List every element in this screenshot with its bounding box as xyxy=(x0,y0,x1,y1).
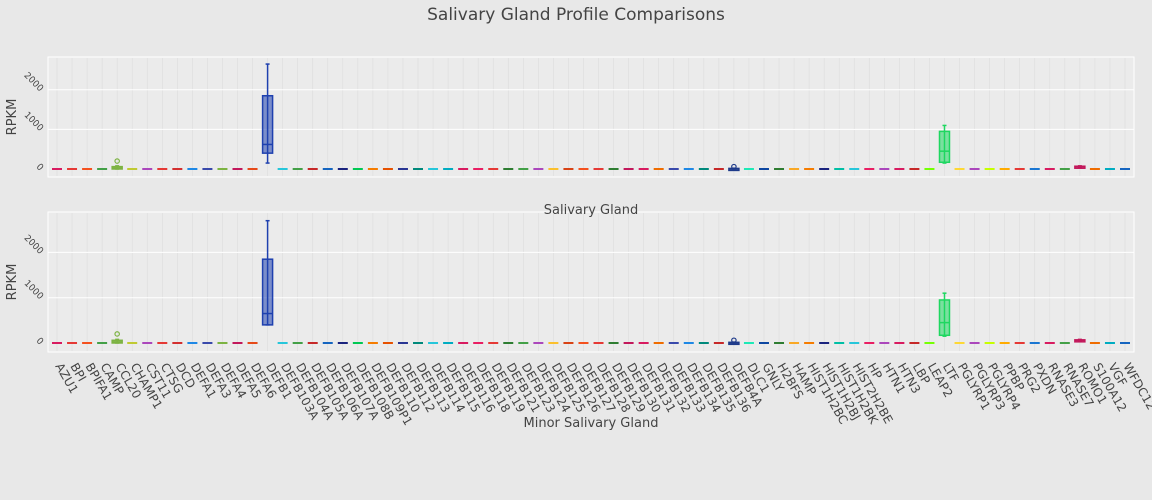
panel-2-ytick-label: 0 xyxy=(34,336,45,347)
panel-1-ylabel: RPKM xyxy=(5,99,20,136)
panel-1-box-ltf xyxy=(938,130,951,164)
panel-1-ytick-label: 1000 xyxy=(22,110,45,133)
panel-2-outlier-ccl20 xyxy=(114,331,120,337)
panel-2-box-ltf xyxy=(938,299,951,337)
panel-1-ytick-label: 0 xyxy=(34,162,45,173)
panel-1-box-defb1 xyxy=(261,94,274,154)
panel-2-box-defb1 xyxy=(261,258,274,326)
panel-2-subtitle: Minor Salivary Gland xyxy=(524,416,659,431)
chart-title: Salivary Gland Profile Comparisons xyxy=(427,5,725,25)
panel-1-plot-area xyxy=(47,56,1135,178)
panel-1-subtitle: Salivary Gland xyxy=(544,203,638,218)
panel-2-outlier-defb4a xyxy=(731,337,737,344)
panel-1-ytick-label: 2000 xyxy=(22,71,45,94)
panel-2-ytick-label: 1000 xyxy=(22,279,45,302)
panel-1-outlier-defb4a xyxy=(731,163,737,170)
panel-2-ylabel: RPKM xyxy=(5,264,20,301)
panel-1-outlier-ccl20 xyxy=(114,158,120,164)
panel-2-plot-area xyxy=(47,211,1135,353)
panel-2-ytick-label: 2000 xyxy=(22,233,45,256)
